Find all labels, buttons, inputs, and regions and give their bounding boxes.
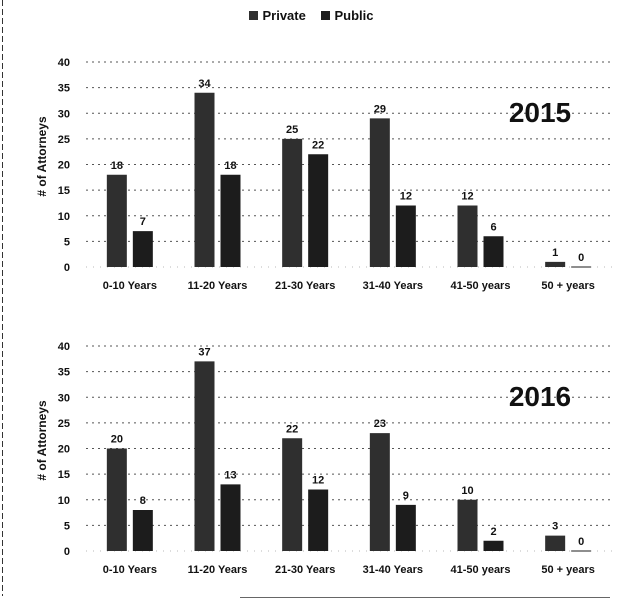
bar-private: [545, 535, 566, 551]
data-label: 13: [224, 469, 236, 481]
bar-public: [483, 540, 504, 551]
page-border-left: [2, 0, 3, 596]
y-axis-label: # of Attorneys: [35, 116, 49, 197]
bar-private: [106, 174, 127, 267]
bar-private: [457, 205, 478, 267]
x-tick-label: 0-10 Years: [103, 280, 157, 292]
legend-label-public: Public: [334, 8, 374, 23]
x-tick-label: 41-50 years: [451, 280, 511, 292]
bar-private: [369, 118, 390, 267]
y-tick-label: 30: [58, 108, 70, 120]
bar-public: [220, 174, 241, 267]
bar-private: [194, 361, 215, 551]
y-tick-label: 0: [64, 546, 70, 558]
y-axis-label: # of Attorneys: [35, 400, 49, 481]
data-label: 34: [198, 78, 211, 90]
x-tick-label: 31-40 Years: [363, 564, 423, 576]
page-border-bottom: [240, 597, 610, 598]
bar-private: [194, 92, 215, 267]
x-tick-label: 0-10 Years: [103, 564, 157, 576]
data-label: 12: [400, 191, 412, 203]
bar-private: [369, 433, 390, 551]
bar-public: [483, 236, 504, 267]
data-label: 7: [140, 216, 146, 228]
y-tick-label: 30: [58, 392, 70, 404]
y-tick-label: 10: [58, 495, 70, 507]
bar-public: [395, 205, 416, 267]
y-tick-label: 35: [58, 83, 70, 95]
data-label: 10: [461, 485, 473, 497]
legend-swatch-public: [321, 11, 331, 20]
x-tick-label: 50 + years: [541, 280, 595, 292]
y-tick-label: 15: [58, 185, 70, 197]
y-tick-label: 40: [58, 341, 70, 353]
bar-public: [308, 489, 329, 551]
y-tick-label: 0: [64, 262, 70, 274]
data-label: 22: [286, 423, 298, 435]
x-tick-label: 11-20 Years: [188, 280, 248, 292]
data-label: 29: [374, 103, 386, 115]
bar-private: [106, 448, 127, 551]
chart-legend: Private Public: [0, 8, 623, 23]
x-tick-label: 21-30 Years: [275, 280, 335, 292]
data-label: 1: [552, 247, 558, 259]
y-tick-label: 25: [58, 418, 70, 430]
bar-public: [220, 484, 241, 551]
data-label: 23: [374, 418, 386, 430]
y-tick-label: 20: [58, 160, 70, 172]
x-tick-label: 21-30 Years: [275, 564, 335, 576]
bar-private: [545, 261, 566, 267]
bar-public: [132, 231, 153, 267]
chart-year-title: 2016: [509, 381, 571, 412]
y-tick-label: 35: [58, 367, 70, 379]
data-label: 0: [578, 536, 584, 548]
chart-year-title: 2015: [509, 97, 571, 128]
bar-public: [132, 510, 153, 551]
data-label: 2: [490, 526, 496, 538]
data-label: 3: [552, 521, 558, 533]
data-label: 6: [490, 221, 496, 233]
data-label: 37: [198, 346, 210, 358]
bar-private: [457, 499, 478, 551]
legend-swatch-private: [249, 11, 259, 20]
data-label: 22: [312, 139, 324, 151]
x-tick-label: 50 + years: [541, 564, 595, 576]
bar-private: [282, 138, 303, 267]
x-tick-label: 31-40 Years: [363, 280, 423, 292]
data-label: 25: [286, 124, 298, 136]
data-label: 9: [403, 490, 409, 502]
data-label: 18: [111, 160, 123, 172]
data-label: 0: [578, 252, 584, 264]
legend-item-private: Private: [249, 8, 306, 23]
y-tick-label: 5: [64, 236, 70, 248]
data-label: 12: [461, 191, 473, 203]
x-tick-label: 11-20 Years: [188, 564, 248, 576]
y-tick-label: 5: [64, 520, 70, 532]
data-label: 8: [140, 495, 146, 507]
bar-public: [395, 504, 416, 551]
y-tick-label: 10: [58, 211, 70, 223]
bar-private: [282, 438, 303, 551]
y-tick-label: 40: [58, 57, 70, 69]
data-label: 18: [224, 160, 236, 172]
y-tick-label: 15: [58, 469, 70, 481]
y-tick-label: 25: [58, 134, 70, 146]
legend-label-private: Private: [262, 8, 306, 23]
data-label: 20: [111, 434, 123, 446]
y-tick-label: 20: [58, 444, 70, 456]
legend-item-public: Public: [321, 8, 374, 23]
data-label: 12: [312, 475, 324, 487]
x-tick-label: 41-50 years: [451, 564, 511, 576]
bar-public: [308, 154, 329, 267]
